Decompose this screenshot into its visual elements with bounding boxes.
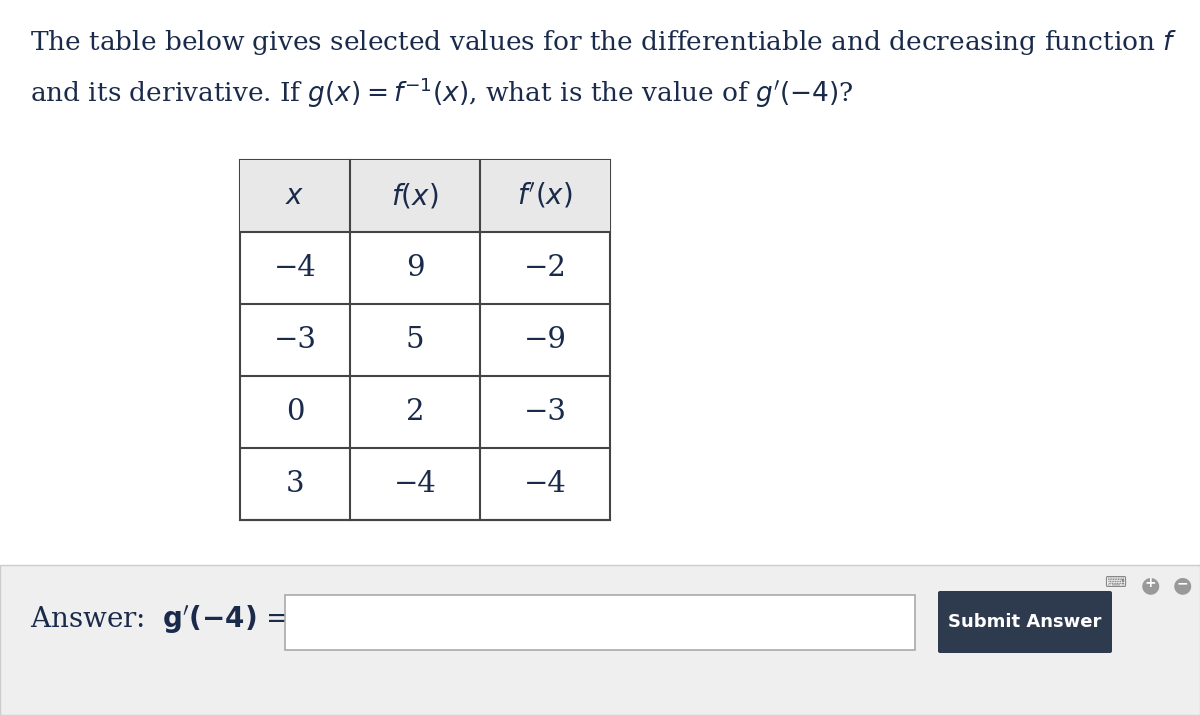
Text: ⌨: ⌨	[1104, 575, 1126, 590]
Text: and its derivative. If $g(x) = f^{-1}(x)$, what is the value of $g'(-4)$?: and its derivative. If $g(x) = f^{-1}(x)…	[30, 75, 854, 109]
Text: ●: ●	[1140, 575, 1159, 595]
Text: The table below gives selected values for the differentiable and decreasing func: The table below gives selected values fo…	[30, 28, 1177, 57]
Text: $f(x)$: $f(x)$	[391, 182, 439, 210]
Text: $x$: $x$	[286, 182, 305, 209]
Text: 3: 3	[286, 470, 305, 498]
Text: 0: 0	[286, 398, 305, 426]
Text: 9: 9	[406, 254, 425, 282]
Text: −4: −4	[523, 470, 566, 498]
Text: 2: 2	[406, 398, 425, 426]
Bar	[286, 595, 916, 650]
Text: $f'(x)$: $f'(x)$	[517, 182, 572, 211]
Text: ●: ●	[1172, 575, 1192, 595]
Text: −9: −9	[523, 326, 566, 354]
Text: −3: −3	[523, 398, 566, 426]
Text: 5: 5	[406, 326, 425, 354]
Text: −4: −4	[394, 470, 437, 498]
Text: +: +	[1144, 576, 1156, 590]
Bar	[240, 160, 610, 232]
Bar	[240, 160, 610, 520]
Bar	[0, 565, 1200, 715]
Text: Answer:  $\mathbf{g'(-4)}$ =: Answer: $\mathbf{g'(-4)}$ =	[30, 603, 288, 636]
Text: −4: −4	[274, 254, 317, 282]
Text: −: −	[1176, 576, 1188, 590]
Text: −2: −2	[523, 254, 566, 282]
Text: −3: −3	[274, 326, 317, 354]
Text: Submit Answer: Submit Answer	[948, 613, 1102, 631]
FancyBboxPatch shape	[938, 591, 1112, 653]
